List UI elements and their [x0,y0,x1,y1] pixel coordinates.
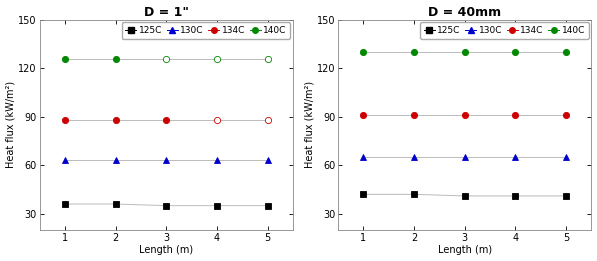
Y-axis label: Heat flux (kW/m²): Heat flux (kW/m²) [5,81,16,168]
X-axis label: Length (m): Length (m) [139,245,193,256]
Legend: 125C, 130C, 134C, 140C: 125C, 130C, 134C, 140C [420,22,589,39]
Y-axis label: Heat flux (kW/m²): Heat flux (kW/m²) [304,81,314,168]
Title: D = 1": D = 1" [144,5,189,19]
X-axis label: Length (m): Length (m) [438,245,492,256]
Title: D = 40mm: D = 40mm [428,5,501,19]
Legend: 125C, 130C, 134C, 140C: 125C, 130C, 134C, 140C [122,22,290,39]
